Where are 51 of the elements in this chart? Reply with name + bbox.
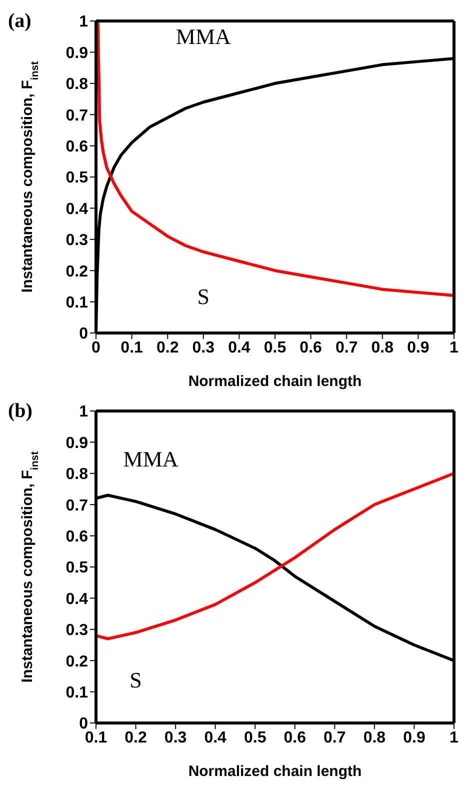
y-tick-label: 0.3 [66,622,88,640]
chart-title: (b) [8,400,32,423]
x-tick-label: 0.3 [192,339,215,356]
chart-title: (a) [8,10,32,33]
x-tick-label: 0.5 [244,729,266,746]
y-tick-label: 0.2 [66,653,88,670]
y-tick-label: 0.3 [66,232,88,250]
y-tick-label: 0.7 [66,107,88,124]
text: MMA [176,24,232,50]
y-tick-label: 1 [79,14,88,31]
x-tick-label: 0.4 [228,339,250,356]
x-tick-label: 0.8 [371,339,394,356]
y-tick-label: 0.9 [66,44,88,62]
series-label: MMA [123,446,178,472]
x-axis-title: Normalized chain length [188,763,362,780]
y-tick-label: 0.6 [66,528,88,546]
x-tick-label: 0.7 [335,339,358,356]
line-series [96,472,454,640]
y-tick-label: 0.7 [66,497,88,514]
x-tick-label: 0 [92,339,101,356]
y-tick-label: 0 [79,326,88,343]
y-tick-label: 0.2 [66,263,88,280]
series-label: S [197,284,210,309]
y-tick-label: 0.8 [66,76,88,94]
x-tick-label: 0.8 [363,729,386,746]
x-axis-title: Normalized chain length [188,373,362,390]
x-tick-label: 0.1 [120,339,144,356]
x-tick-label: 0.9 [403,729,426,746]
y-tick-label: 0.8 [66,466,88,484]
y-tick-label: 0.4 [66,200,88,218]
y-tick-label: 0.5 [66,560,88,577]
y-tick-label: 0.1 [66,684,88,702]
series-label: S [130,668,142,693]
x-tick-label: 0.4 [204,729,227,746]
x-tick-label: 0.2 [156,339,179,356]
y-tick-label: 0.4 [66,590,88,608]
x-tick-label: 0.6 [284,729,306,746]
x-tick-label: 0.9 [407,339,430,356]
x-tick-label: 0.6 [300,339,322,356]
x-tick-label: 1 [450,729,459,746]
x-tick-label: 0.2 [124,729,147,746]
y-tick-label: 0.6 [66,138,88,156]
y-tick-label: 0.1 [66,294,88,312]
y-tick-label: 0.5 [66,170,88,187]
x-tick-label: 0.3 [164,729,187,746]
x-tick-label: 1 [450,339,459,356]
y-tick-label: 1 [79,404,88,421]
y-tick-label: 0 [79,716,88,733]
y-tick-label: 0.9 [66,434,88,452]
x-tick-label: 0.7 [324,729,346,746]
x-tick-label: 0.5 [264,339,286,356]
